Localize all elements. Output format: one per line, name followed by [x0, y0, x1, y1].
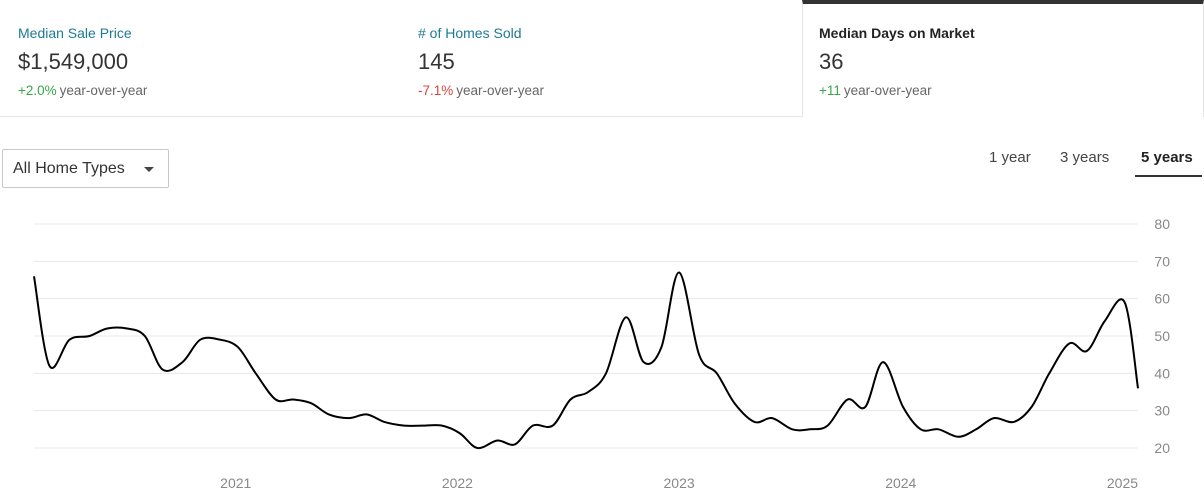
- x-tick-label: 2025: [1107, 475, 1138, 491]
- stat-delta: +2.0%: [18, 83, 57, 98]
- chart-series: [33, 271, 1139, 450]
- stat-delta: +11: [819, 83, 841, 98]
- x-tick-label: 2024: [885, 475, 916, 491]
- stat-value: 36: [819, 49, 844, 74]
- stat-label: # of Homes Sold: [418, 25, 522, 41]
- y-tick-label: 80: [1154, 216, 1170, 232]
- stat-card-median-sale-price[interactable]: Median Sale Price $1,549,000 +2.0% year-o…: [0, 0, 400, 117]
- series-line: [33, 271, 1139, 450]
- stat-change: +11 year-over-year: [819, 83, 932, 98]
- stat-delta-suffix: year-over-year: [456, 83, 545, 98]
- stat-change: -7.1% year-over-year: [418, 83, 544, 98]
- stat-value: $1,549,000: [18, 49, 129, 74]
- tab-5-years[interactable]: 5 years: [1135, 149, 1202, 177]
- y-tick-label: 20: [1154, 440, 1170, 456]
- y-tick-label: 40: [1154, 365, 1170, 381]
- y-axis-labels: 20 30 40 50 60 70 80: [1154, 216, 1170, 456]
- y-tick-label: 50: [1154, 328, 1170, 344]
- y-tick-label: 70: [1154, 253, 1170, 269]
- stat-value: 145: [418, 49, 455, 74]
- tab-3-years[interactable]: 3 years: [1060, 149, 1110, 166]
- stat-delta-suffix: year-over-year: [843, 83, 932, 98]
- stat-delta-suffix: year-over-year: [59, 83, 148, 98]
- x-tick-label: 2023: [664, 475, 695, 491]
- caret-down-icon: [144, 167, 154, 172]
- stat-card-median-days-on-market[interactable]: Median Days on Market 36 +11 year-over-ye…: [802, 0, 1204, 117]
- y-tick-label: 30: [1154, 403, 1170, 419]
- home-type-dropdown[interactable]: All Home Types: [2, 149, 169, 188]
- stat-label: Median Sale Price: [18, 25, 132, 41]
- stat-delta: -7.1%: [418, 83, 454, 98]
- x-axis-labels: 2021 2022 2023 2024 2025: [220, 475, 1138, 491]
- tab-1-year[interactable]: 1 year: [989, 149, 1031, 166]
- y-tick-label: 60: [1154, 291, 1170, 307]
- stat-change: +2.0% year-over-year: [18, 83, 147, 98]
- home-type-dropdown-label: All Home Types: [13, 160, 125, 177]
- stats-bar: Median Sale Price $1,549,000 +2.0% year-o…: [0, 0, 1204, 117]
- x-tick-label: 2022: [442, 475, 473, 491]
- chart-gridlines: [34, 223, 1138, 449]
- stat-label: Median Days on Market: [819, 25, 975, 41]
- x-tick-label: 2021: [220, 475, 251, 491]
- days-on-market-chart: 20 30 40 50 60 70 80 2021 2022 2023 2024 2025: [33, 216, 1170, 491]
- stat-card-homes-sold[interactable]: # of Homes Sold 145 -7.1% year-over-year: [400, 0, 802, 117]
